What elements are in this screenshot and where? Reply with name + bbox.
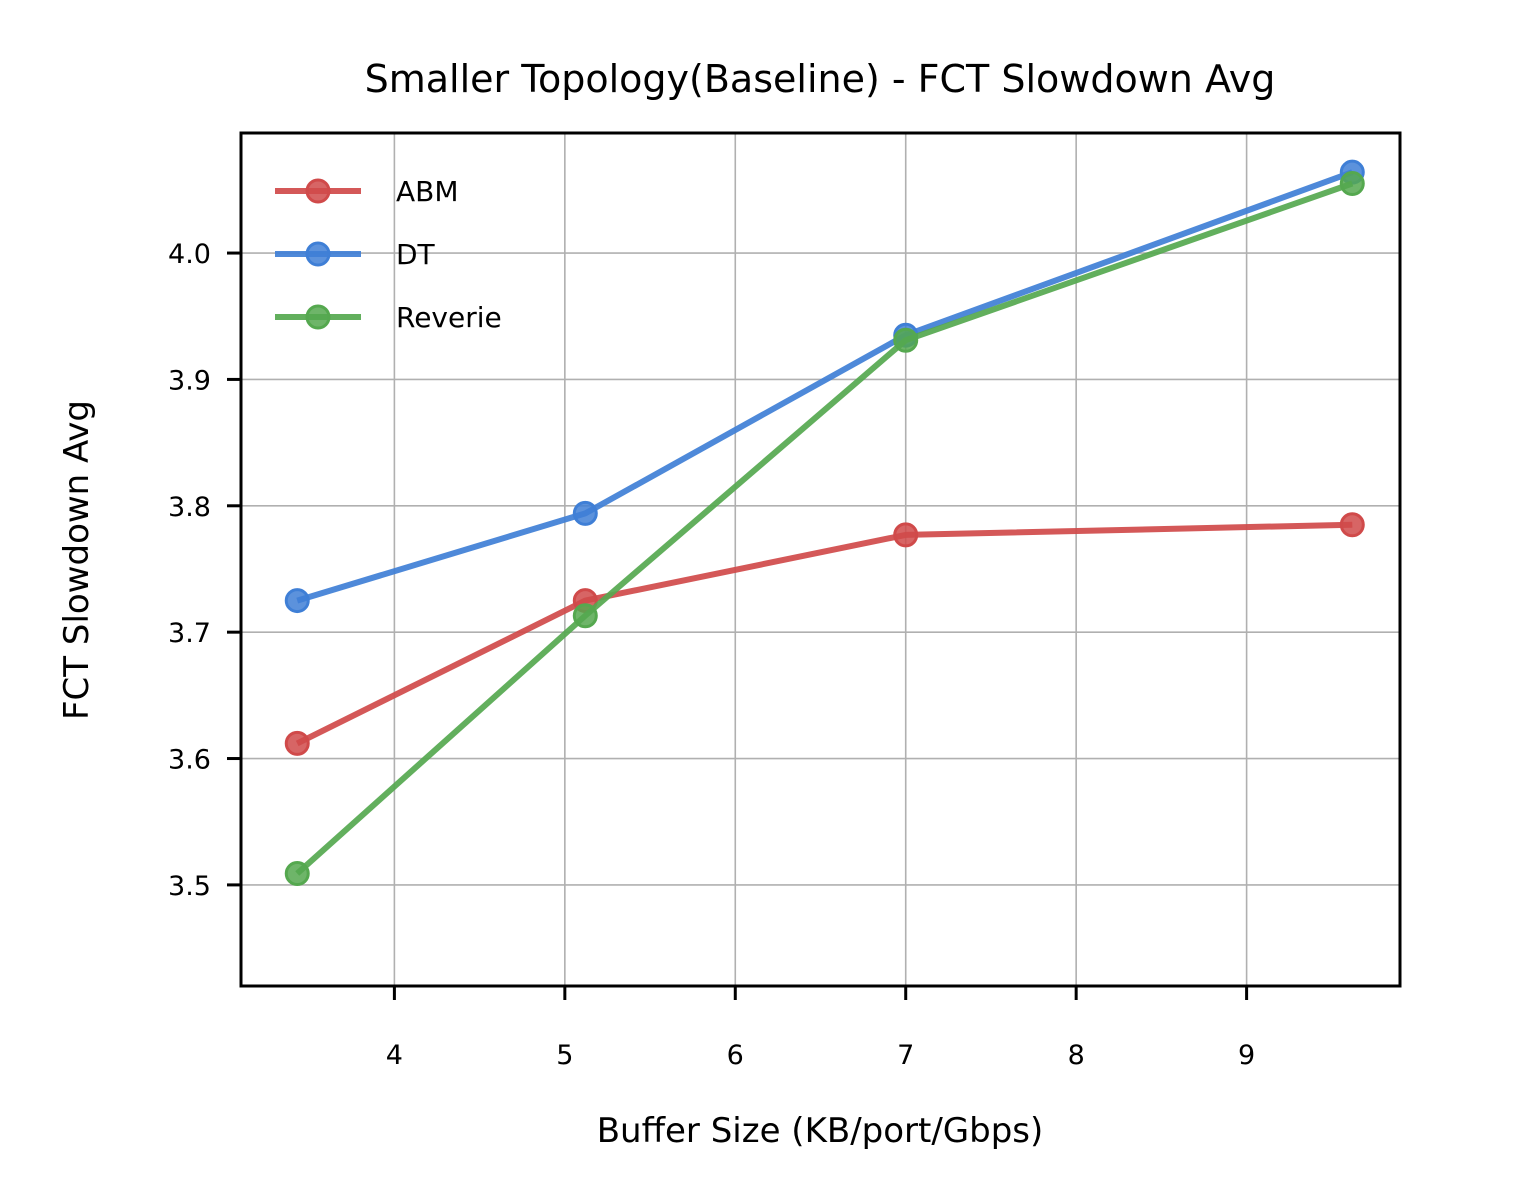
x-tick-label: 6 — [727, 1040, 744, 1071]
legend-marker — [305, 241, 331, 267]
y-tick-label: 3.6 — [168, 745, 211, 776]
axis-ticks: 4 5 6 7 8 9 3.5 3.6 3.7 3.8 3.9 4.0 — [168, 239, 1255, 1071]
y-tick-label: 3.9 — [168, 365, 211, 396]
x-axis-label: Buffer Size (KB/port/Gbps) — [597, 1111, 1044, 1151]
series-abm — [284, 512, 1365, 756]
data-point-abm — [284, 730, 310, 756]
data-point-abm — [1339, 512, 1365, 538]
legend-item-reverie: Reverie — [275, 301, 502, 334]
data-point-reverie — [893, 327, 919, 353]
data-point-reverie — [1339, 171, 1365, 197]
legend-label: Reverie — [396, 301, 502, 334]
legend: ABM DT Reverie — [275, 175, 502, 334]
x-tick-label: 4 — [386, 1040, 403, 1071]
y-tick-label: 3.7 — [168, 618, 211, 649]
y-tick-label: 3.5 — [168, 871, 211, 902]
series-line-reverie — [295, 180, 1354, 876]
data-point-reverie — [572, 603, 598, 629]
x-tick-label: 5 — [556, 1040, 573, 1071]
y-axis-label: FCT Slowdown Avg — [57, 400, 97, 720]
data-point-abm — [893, 522, 919, 548]
grid — [241, 133, 1400, 986]
x-tick-label: 9 — [1238, 1040, 1255, 1071]
legend-item-dt: DT — [275, 238, 436, 271]
plot-frame — [239, 131, 1402, 988]
series-dt — [284, 159, 1365, 614]
x-tick-label: 8 — [1068, 1040, 1085, 1071]
legend-label: ABM — [396, 175, 459, 208]
series-reverie — [284, 171, 1365, 887]
series-layer — [284, 159, 1365, 887]
legend-marker — [305, 178, 331, 204]
data-point-dt — [284, 588, 310, 614]
series-line-abm — [295, 521, 1353, 747]
y-tick-label: 3.8 — [168, 492, 211, 523]
data-point-reverie — [284, 861, 310, 887]
data-point-dt — [572, 500, 598, 526]
legend-item-abm: ABM — [275, 175, 459, 208]
legend-marker — [305, 304, 331, 330]
series-line-dt — [296, 169, 1354, 604]
legend-label: DT — [396, 238, 436, 271]
y-tick-label: 4.0 — [168, 239, 211, 270]
chart-title: Smaller Topology(Baseline) - FCT Slowdow… — [365, 57, 1276, 101]
x-tick-label: 7 — [897, 1040, 914, 1071]
